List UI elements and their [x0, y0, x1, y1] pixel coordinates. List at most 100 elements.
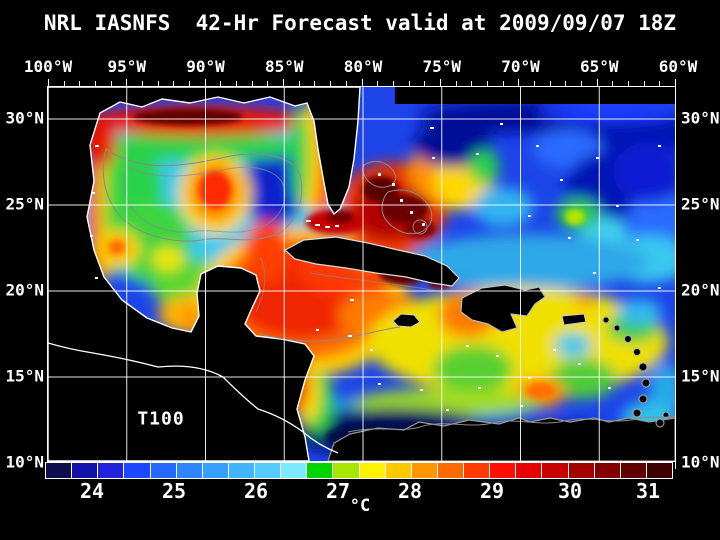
colorbar-tick-7: 31: [635, 479, 661, 503]
colorbar-segment-7: [228, 463, 254, 478]
axis-minor-tick-top: [126, 79, 128, 86]
colorbar-segment-20: [568, 463, 594, 478]
axis-label-top-5: 75°W: [422, 57, 462, 76]
axis-minor-tick-top: [565, 81, 567, 86]
colorbar-segment-0: [46, 463, 72, 478]
domain-mask-north: [395, 87, 675, 104]
axis-minor-tick-top: [408, 81, 410, 86]
axis-minor-tick-top: [377, 81, 379, 86]
colorbar-segment-9: [281, 463, 307, 478]
colorbar-segment-12: [359, 463, 385, 478]
colorbar-unit-label: °C: [349, 496, 371, 516]
axis-label-left-1: 25°N: [5, 194, 44, 214]
axis-label-top-7: 65°W: [579, 57, 619, 76]
colorbar-tick-6: 30: [557, 479, 583, 503]
axis-minor-tick-top: [189, 81, 191, 86]
land-north-america-central-america: [48, 87, 361, 461]
axis-minor-tick-top: [173, 81, 175, 86]
colorbar-tick-3: 27: [325, 479, 351, 503]
colorbar-segment-14: [411, 463, 437, 478]
colorbar-segment-23: [646, 463, 672, 478]
page-title: NRL IASNFS 42-Hr Forecast valid at 2009/…: [43, 11, 677, 35]
axis-label-top-6: 70°W: [501, 57, 540, 76]
axis-minor-tick-top: [236, 81, 238, 86]
field-depth-label: T100: [137, 408, 185, 430]
colorbar-segment-1: [72, 463, 98, 478]
axis-minor-tick-top: [533, 81, 535, 86]
colorbar-segment-3: [124, 463, 150, 478]
axis-minor-tick-top: [48, 79, 49, 86]
axis-minor-tick-top: [627, 81, 629, 86]
lesser-antilles-islands: [602, 316, 670, 428]
axis-minor-tick-top: [361, 79, 363, 86]
axis-minor-tick-top: [455, 81, 457, 86]
colorbar-segment-10: [307, 463, 333, 478]
axis-minor-tick-bottom: [675, 462, 676, 469]
land-hispaniola: [460, 284, 546, 333]
axis-minor-tick-top: [471, 81, 473, 86]
axis-minor-tick-top: [283, 79, 285, 86]
graticule: [48, 87, 675, 461]
axis-minor-tick-top: [95, 81, 97, 86]
colorbar-tick-0: 24: [79, 479, 105, 503]
colorbar-segment-13: [385, 463, 411, 478]
axis-label-top-8: 60°W: [658, 57, 698, 76]
axis-minor-tick-top: [142, 81, 144, 86]
island-specks: [90, 123, 661, 411]
colorbar-tick-1: 25: [161, 479, 187, 503]
axis-minor-tick-top: [518, 79, 520, 86]
axis-minor-tick-top: [580, 81, 582, 86]
axis-minor-tick-top: [659, 81, 661, 86]
axis-minor-tick-top: [110, 81, 112, 86]
axis-minor-tick-top: [502, 81, 504, 86]
axis-label-top-2: 90°W: [186, 57, 225, 76]
axis-minor-tick-top: [392, 81, 394, 86]
colorbar-segment-19: [542, 463, 568, 478]
map-canvas: [48, 87, 675, 461]
colorbar-tick-4: 28: [397, 479, 423, 503]
axis-minor-tick-top: [424, 81, 426, 86]
axis-minor-tick-top: [251, 81, 253, 86]
colorbar-segment-21: [594, 463, 620, 478]
axis-label-right-2: 20°N: [681, 280, 720, 300]
colorbar-segment-11: [333, 463, 359, 478]
colorbar: [45, 462, 673, 479]
axis-minor-tick-top: [549, 81, 551, 86]
axis-label-top-0: 100°W: [23, 57, 73, 76]
colorbar-segment-15: [437, 463, 463, 478]
colorbar-segment-2: [98, 463, 124, 478]
map-frame: T100: [47, 86, 676, 462]
axis-minor-tick-top: [486, 81, 488, 86]
axis-label-top-4: 80°W: [343, 57, 383, 76]
axis-label-left-3: 15°N: [5, 366, 44, 386]
colorbar-tick-2: 26: [243, 479, 269, 503]
axis-minor-tick-top: [643, 81, 645, 86]
axis-minor-tick-top: [439, 79, 441, 86]
axis-minor-tick-top: [298, 81, 300, 86]
land-cuba: [284, 236, 460, 287]
axis-minor-tick-top: [612, 81, 614, 86]
colorbar-tick-5: 29: [479, 479, 505, 503]
axis-label-right-0: 30°N: [681, 108, 720, 128]
axis-minor-tick-top: [596, 79, 598, 86]
land-jamaica: [392, 313, 421, 328]
axis-minor-tick-top: [157, 81, 159, 86]
axis-minor-tick-top: [79, 81, 81, 86]
axis-minor-tick-top: [220, 81, 222, 86]
axis-minor-tick-top: [63, 81, 65, 86]
axis-label-right-4: 10°N: [681, 452, 720, 472]
axis-minor-tick-top: [675, 79, 676, 86]
axis-minor-tick-top: [267, 81, 269, 86]
axis-label-top-1: 95°W: [107, 57, 147, 76]
colorbar-segment-6: [202, 463, 228, 478]
colorbar-segment-17: [490, 463, 516, 478]
axis-label-left-4: 10°N: [5, 452, 44, 472]
axis-label-left-2: 20°N: [5, 280, 44, 300]
colorbar-segment-18: [516, 463, 542, 478]
land-south-america: [327, 417, 675, 461]
colorbar-segment-22: [620, 463, 646, 478]
colorbar-segment-4: [150, 463, 176, 478]
colorbar-segment-16: [464, 463, 490, 478]
axis-minor-tick-top: [330, 81, 332, 86]
